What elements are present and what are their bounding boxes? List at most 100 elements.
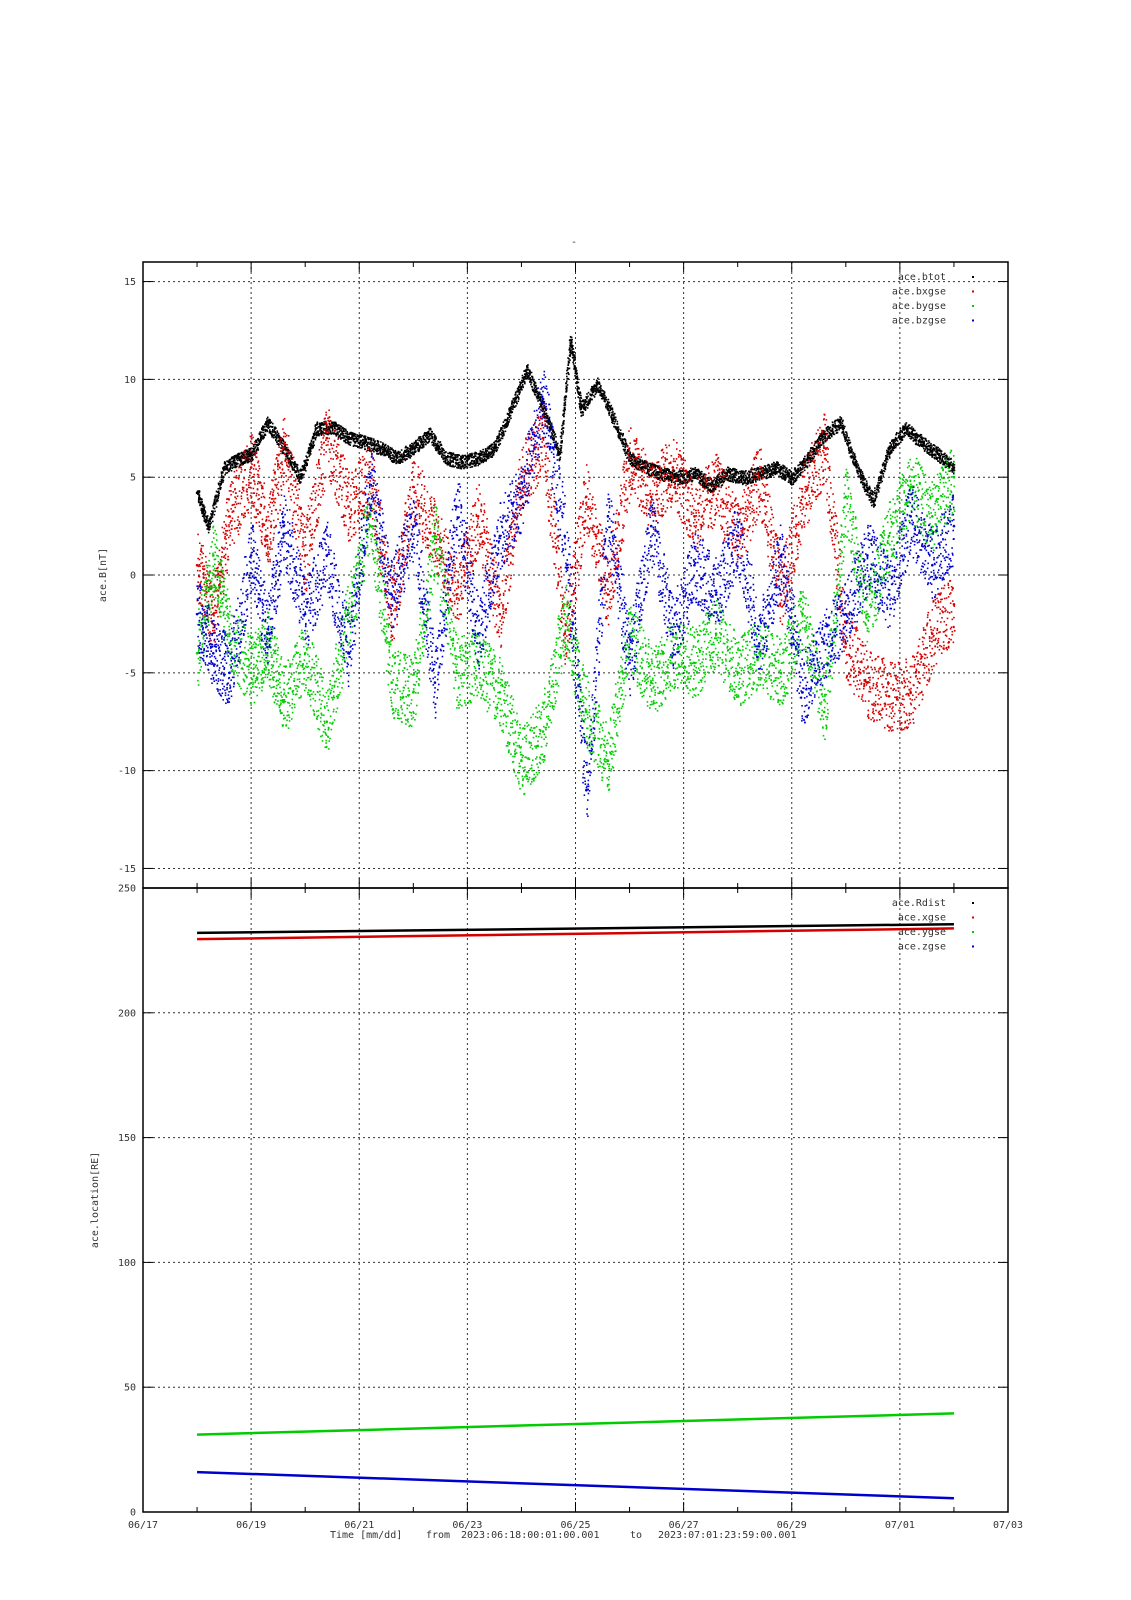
data-point — [803, 469, 806, 472]
data-point — [241, 452, 244, 454]
data-point — [245, 459, 247, 462]
data-point — [517, 391, 519, 393]
data-point — [570, 352, 572, 355]
data-point — [412, 444, 415, 446]
data-point — [266, 426, 269, 429]
data-point — [710, 485, 713, 488]
data-point — [441, 455, 443, 458]
data-point — [438, 452, 441, 454]
data-point — [248, 449, 251, 451]
data-point — [617, 426, 620, 428]
data-point — [619, 429, 622, 431]
data-point — [798, 463, 801, 466]
data-point — [824, 439, 826, 442]
data-point — [518, 388, 521, 391]
data-point — [776, 472, 778, 475]
data-point — [521, 383, 524, 386]
data-point — [297, 477, 299, 480]
data-point — [818, 442, 821, 445]
data-point — [624, 438, 627, 441]
data-point — [261, 435, 263, 438]
data-point — [500, 428, 503, 431]
data-point — [685, 481, 688, 484]
data-point — [563, 404, 565, 407]
data-point — [799, 473, 801, 476]
data-point — [713, 489, 715, 492]
data-point — [574, 372, 577, 375]
data-point — [296, 469, 298, 472]
data-point — [840, 426, 843, 429]
data-point — [746, 477, 749, 479]
data-point — [625, 451, 627, 454]
data-point — [494, 445, 496, 448]
data-point — [246, 451, 249, 454]
data-point — [459, 459, 462, 461]
data-point — [760, 475, 763, 477]
data-point — [801, 464, 803, 467]
data-point — [556, 442, 559, 445]
data-point — [591, 391, 594, 394]
data-point — [490, 443, 493, 446]
data-point — [788, 479, 790, 482]
data-point — [614, 426, 617, 428]
data-point — [748, 477, 750, 479]
data-point — [790, 484, 793, 486]
data-point — [560, 442, 562, 444]
data-point — [780, 472, 783, 475]
data-point — [330, 432, 332, 434]
data-point — [832, 432, 835, 434]
data-point — [595, 385, 598, 388]
data-point — [691, 480, 693, 483]
data-point — [597, 387, 599, 390]
data-point — [367, 441, 370, 444]
data-point — [388, 453, 391, 456]
data-point — [450, 455, 453, 458]
data-point — [197, 492, 200, 495]
data-point — [752, 480, 754, 482]
data-point — [313, 437, 316, 439]
data-point — [329, 430, 332, 433]
data-point — [528, 374, 530, 377]
data-point — [739, 479, 741, 482]
data-point — [741, 483, 744, 486]
data-point — [207, 523, 210, 525]
data-point — [518, 393, 520, 396]
data-point — [747, 481, 749, 483]
data-point — [728, 468, 730, 471]
data-point — [511, 400, 513, 402]
data-point — [404, 446, 407, 449]
data-point — [806, 458, 809, 460]
data-point — [580, 404, 583, 406]
data-point — [312, 444, 314, 447]
data-point — [571, 345, 574, 347]
data-point — [775, 471, 777, 474]
data-point — [220, 483, 222, 485]
data-point — [486, 456, 488, 459]
data-point — [405, 449, 407, 452]
data-point — [560, 440, 563, 443]
data-point — [538, 396, 540, 399]
data-point — [777, 471, 780, 473]
data-point — [630, 454, 633, 456]
data-point — [543, 415, 546, 418]
data-point — [794, 473, 797, 476]
data-point — [320, 432, 323, 435]
data-point — [341, 426, 344, 429]
data-point — [387, 452, 389, 454]
data-point — [785, 473, 788, 476]
data-point — [328, 423, 331, 426]
data-point — [310, 447, 313, 450]
data-point — [374, 448, 376, 451]
data-point — [696, 473, 699, 476]
data-point — [491, 448, 494, 451]
data-point — [690, 467, 692, 470]
data-point — [257, 443, 260, 445]
data-point — [201, 501, 204, 503]
data-point — [400, 460, 402, 463]
data-point — [354, 442, 357, 444]
data-point — [219, 488, 222, 491]
data-point — [776, 462, 779, 465]
data-point — [797, 475, 799, 478]
data-point — [297, 474, 300, 477]
data-point — [352, 432, 354, 435]
